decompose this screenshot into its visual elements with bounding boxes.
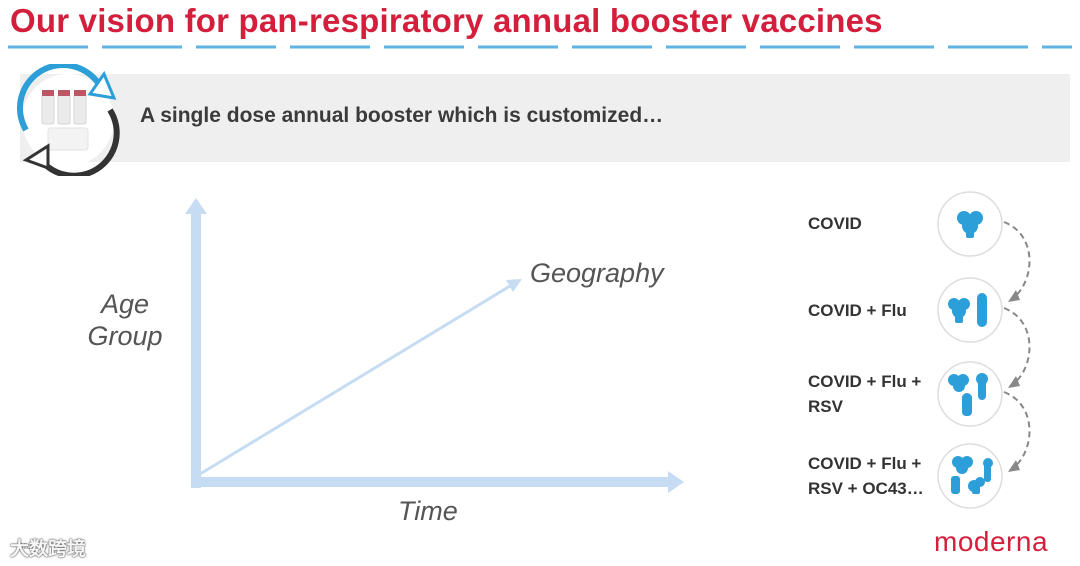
- vaccine-cycle-icon: [16, 64, 120, 176]
- slide-number: Slide 18: [18, 542, 47, 551]
- combo-label-1: COVID: [808, 214, 862, 233]
- axes-diagram: [185, 198, 684, 493]
- virus-icon: [952, 456, 973, 474]
- y-axis-arrow: [185, 198, 207, 488]
- virus-icon: [962, 393, 972, 416]
- progression-arrows: [1003, 221, 1031, 471]
- virus-icon: [976, 373, 988, 400]
- combo-label-4: COVID + Flu + RSV + OC43…: [808, 454, 924, 498]
- banner: [20, 74, 1070, 162]
- virus-icon: [948, 374, 969, 392]
- watermark: 大数跨境: [10, 539, 87, 560]
- combo-label-3: COVID + Flu + RSV: [808, 372, 922, 416]
- virus-progression: [937, 191, 1031, 509]
- diagonal-axis-label: Geography: [530, 258, 664, 288]
- virus-circle-3: [937, 361, 1003, 427]
- virus-icon: [951, 476, 960, 494]
- banner-text: A single dose annual booster which is cu…: [140, 104, 664, 127]
- virus-icon: [948, 298, 970, 323]
- title-divider: [8, 45, 1072, 49]
- virus-icon: [977, 293, 987, 327]
- virus-icon: [957, 211, 983, 238]
- x-axis-arrow: [191, 471, 684, 493]
- moderna-logo: moderna: [934, 526, 1049, 557]
- virus-circle-2: [937, 277, 1003, 343]
- virus-circle-1: [937, 191, 1003, 257]
- page-title: Our vision for pan-respiratory annual bo…: [10, 2, 883, 39]
- x-axis-label: Time: [398, 496, 458, 526]
- virus-icon: [968, 477, 985, 494]
- virus-icon: [983, 458, 993, 482]
- virus-circle-4: [937, 443, 1003, 509]
- diagonal-arrow: [199, 279, 522, 476]
- vial-icon: [41, 90, 89, 151]
- y-axis-label: Age Group: [87, 289, 163, 351]
- combo-label-2: COVID + Flu: [808, 301, 907, 320]
